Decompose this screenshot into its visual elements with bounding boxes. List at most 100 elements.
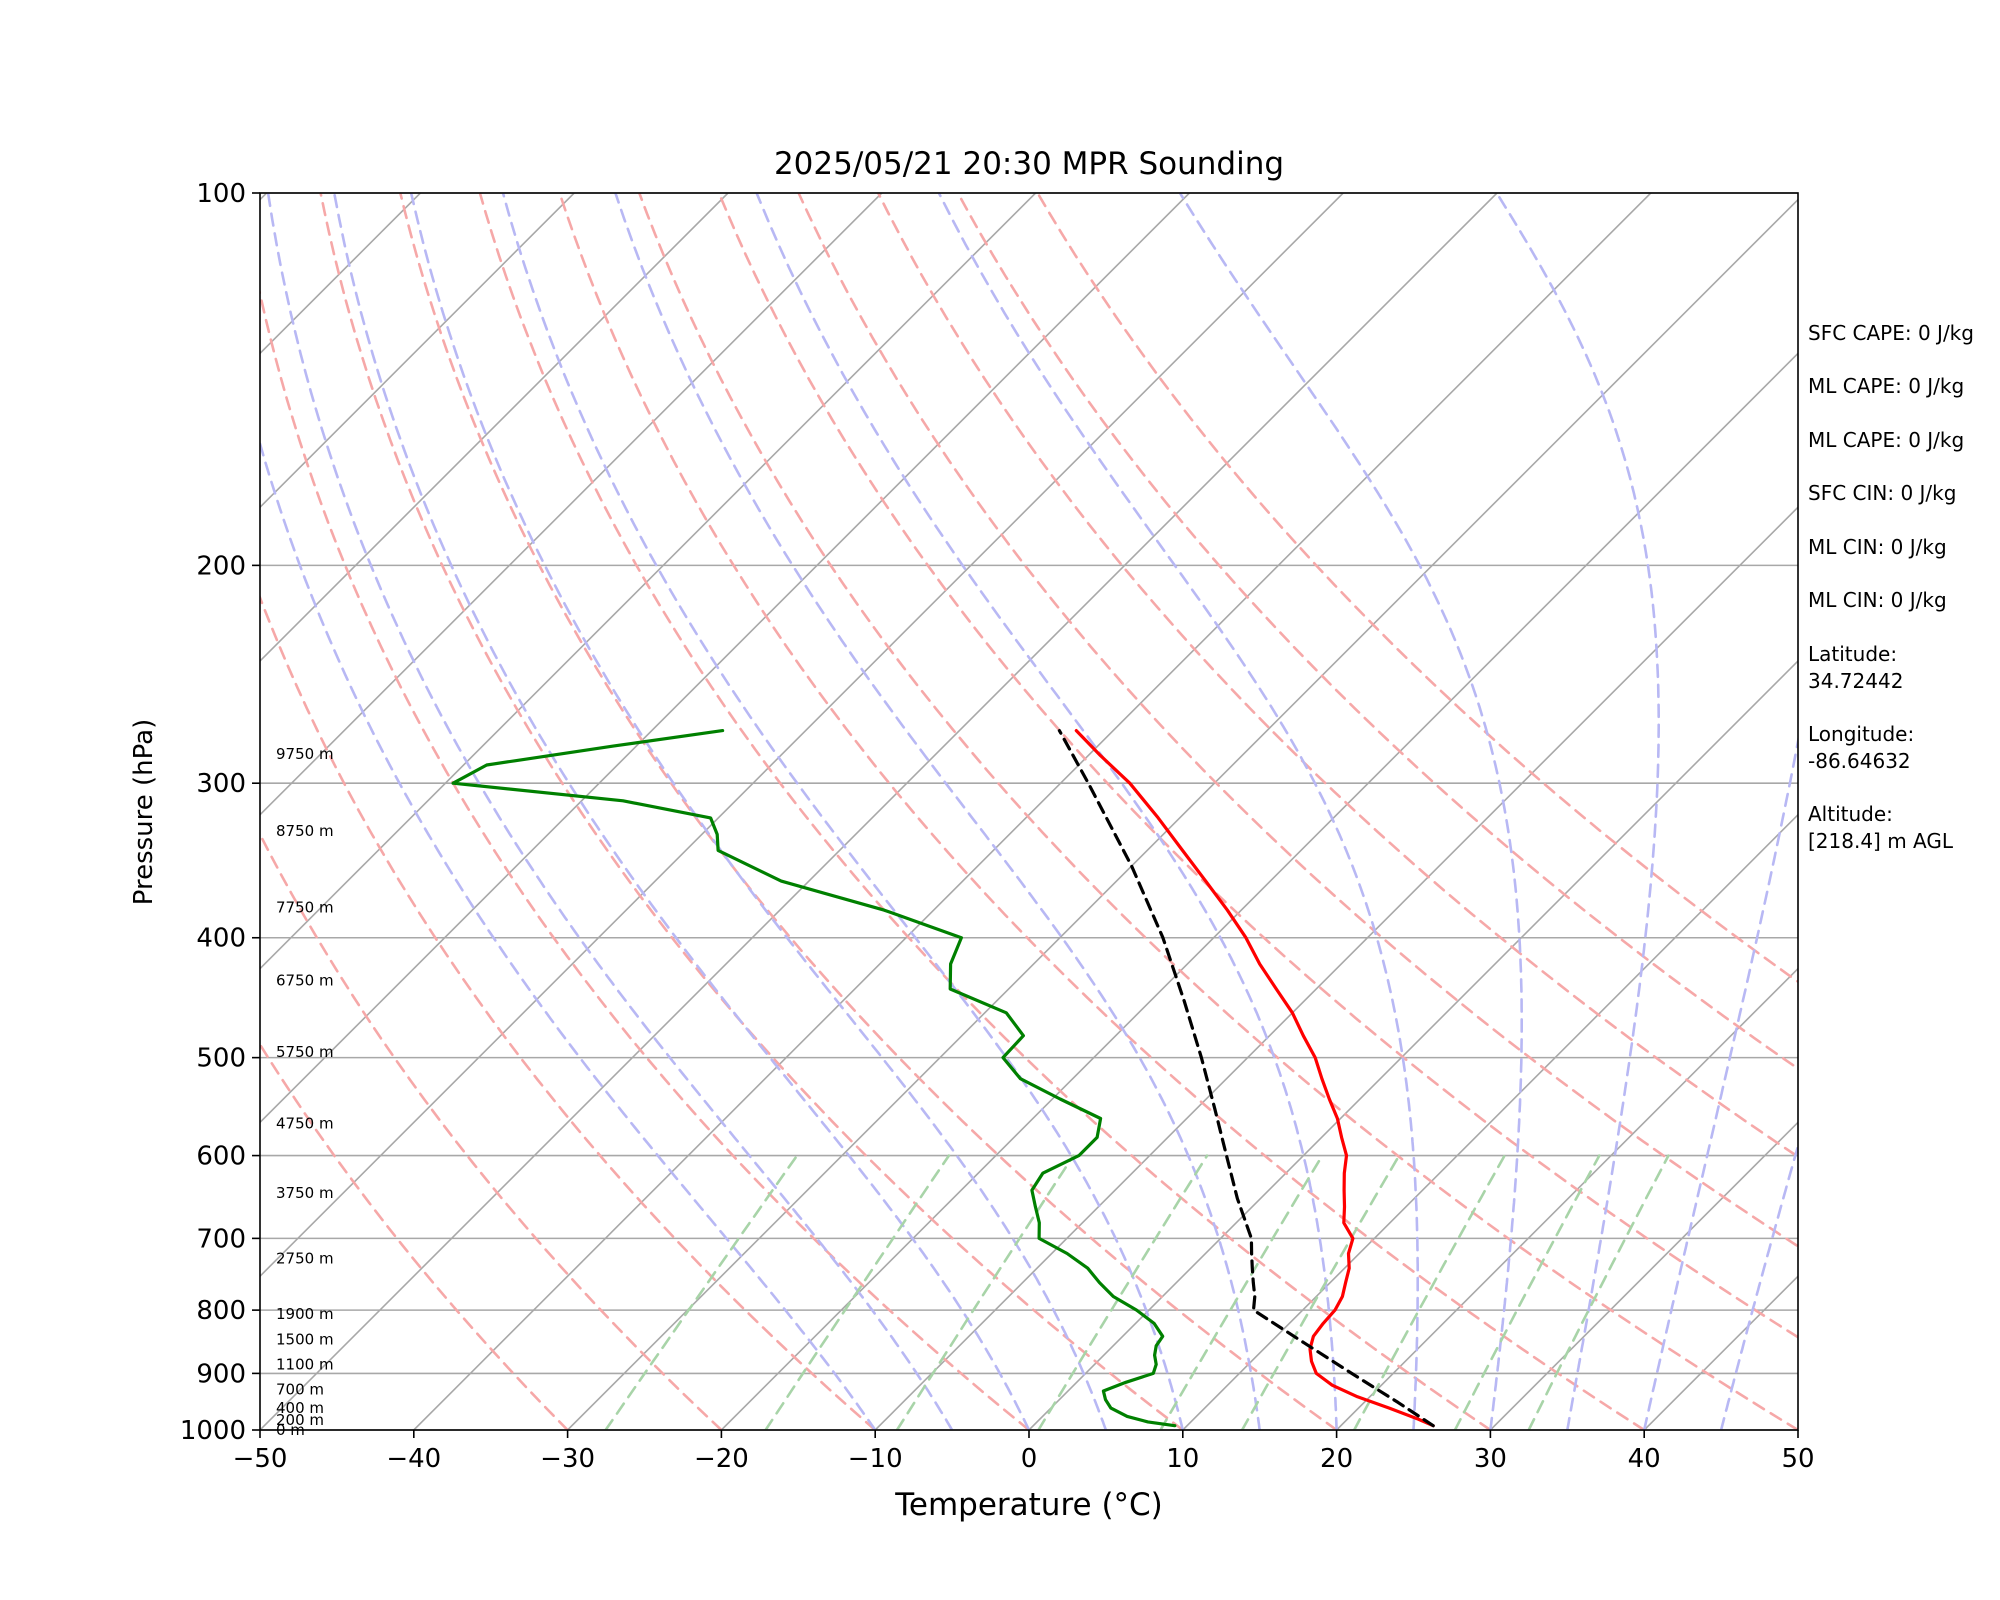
isotherm-line [260,193,1037,970]
y-tick-label: 100 [196,179,246,209]
height-annotation: 3750 m [276,1184,334,1202]
x-tick-label: 50 [1781,1444,1814,1474]
stat-ml-cape: ML CAPE: 0 J/kg [1808,374,1964,398]
dry-adiabat-line [876,193,1798,1159]
isotherm-line [260,193,1344,1278]
moist-adiabat-line [937,193,1419,1430]
dry-adiabat-line [638,193,1798,1430]
moist-adiabat-line [1495,193,1660,1430]
isotherm-line [1489,1121,1798,1430]
stat-altitude-label: Altitude: [1808,802,1893,826]
moist-adiabat-line [755,193,1338,1430]
stat-sfc-cape: SFC CAPE: 0 J/kg [1808,321,1974,345]
isotherm-line [260,193,729,663]
stat-latitude-label: Latitude: [1808,642,1897,666]
height-annotation: 4750 m [276,1114,334,1132]
height-annotation: 8750 m [276,822,334,840]
thermo-background-lines [260,193,1798,1430]
mixing-ratio-line [1453,1154,1601,1430]
dry-adiabat-line [478,193,1492,1430]
y-tick-label: 200 [196,551,246,581]
y-tick-label: 800 [196,1296,246,1326]
dry-adiabat-line [260,593,877,1430]
stat-sfc-cin: SFC CIN: 0 J/kg [1808,481,1956,505]
moist-adiabat-line [409,193,1108,1430]
x-tick-label: −10 [848,1444,903,1474]
axis-ticks: −50 −40 −30 −20 −10 0 10 20 30 40 50 100 200 300 400 50… [180,179,1815,1474]
y-tick-label: 1000 [180,1416,246,1446]
isotherm-line [1335,967,1798,1430]
isotherm-line [874,506,1798,1430]
parcel-path-trace [1057,729,1435,1428]
stat-longitude-label: Longitude: [1808,722,1914,746]
moist-adiabat-line [260,438,877,1430]
height-annotation: 1900 m [276,1305,334,1323]
mixing-ratio-line [895,1154,1075,1430]
height-annotation: 700 m [276,1380,324,1398]
stat-ml-cape-2: ML CAPE: 0 J/kg [1808,428,1964,452]
moist-adiabat-line [1178,193,1523,1430]
height-annotation: 1500 m [276,1331,334,1349]
mixing-ratio-line [764,1154,951,1430]
dry-adiabat-line [1036,193,1798,984]
y-tick-label: 600 [196,1142,246,1172]
dry-adiabat-line [319,193,1185,1430]
temperature-trace [1074,729,1435,1428]
y-tick-label: 500 [196,1044,246,1074]
height-annotation: 7750 m [276,898,334,916]
dry-adiabat-line [558,193,1646,1430]
x-tick-label: 10 [1166,1444,1199,1474]
stat-longitude-value: -86.64632 [1808,749,1911,773]
height-annotation: 400 m [276,1399,324,1417]
stat-altitude-value: [218.4] m AGL [1808,829,1954,853]
height-annotation: 9750 m [276,745,334,763]
height-annotation: 0 m [276,1421,305,1439]
x-tick-label: 20 [1320,1444,1353,1474]
stat-ml-cin: ML CIN: 0 J/kg [1808,535,1947,559]
mixing-ratio-line [604,1154,799,1430]
height-annotation: 2750 m [276,1250,334,1268]
x-tick-label: −30 [540,1444,595,1474]
y-tick-label: 400 [196,924,246,954]
height-annotation: 6750 m [276,971,334,989]
x-tick-label: 30 [1474,1444,1507,1474]
stats-panel: SFC CAPE: 0 J/kg ML CAPE: 0 J/kg ML CAPE… [1808,321,1974,853]
moist-adiabat-line [1719,1141,1798,1430]
height-annotation: 200 m [276,1411,324,1429]
x-tick-label: −50 [233,1444,288,1474]
mixing-ratio-line [1037,1154,1209,1430]
isotherm-line [413,193,1652,1430]
x-tick-label: 0 [1021,1444,1038,1474]
y-axis-label: Pressure (hPa) [129,719,159,906]
height-annotation: 1100 m [276,1355,334,1373]
dry-adiabat-line [797,193,1798,1248]
dewpoint-trace [451,729,1177,1428]
isotherm-line [260,193,575,509]
moist-adiabat-line [332,193,1031,1430]
isotherm-line [566,198,1798,1430]
mixing-ratio-line [1527,1154,1670,1430]
y-tick-label: 700 [196,1224,246,1254]
y-tick-label: 300 [196,769,246,799]
mixing-ratio-line [1159,1154,1324,1430]
moist-adiabat-line [1642,734,1798,1430]
moist-adiabat-line [266,193,954,1430]
isotherm-line [720,352,1798,1430]
isotherm-line [260,193,1191,1124]
chart-title: 2025/05/21 20:30 MPR Sounding [774,146,1284,182]
moist-adiabat-line [614,193,1261,1430]
dry-adiabat-line [260,831,723,1430]
dry-adiabat-line [717,193,1798,1339]
height-annotation: 5750 m [276,1043,334,1061]
dry-adiabat-line [260,287,1031,1430]
x-tick-label: 40 [1628,1444,1661,1474]
isotherm-line [260,193,883,816]
isotherm-line [260,193,1498,1430]
stat-latitude-value: 34.72442 [1808,669,1903,693]
y-tick-label: 900 [196,1359,246,1389]
mixing-ratio-line [1352,1154,1506,1430]
sounding-traces [451,729,1435,1428]
